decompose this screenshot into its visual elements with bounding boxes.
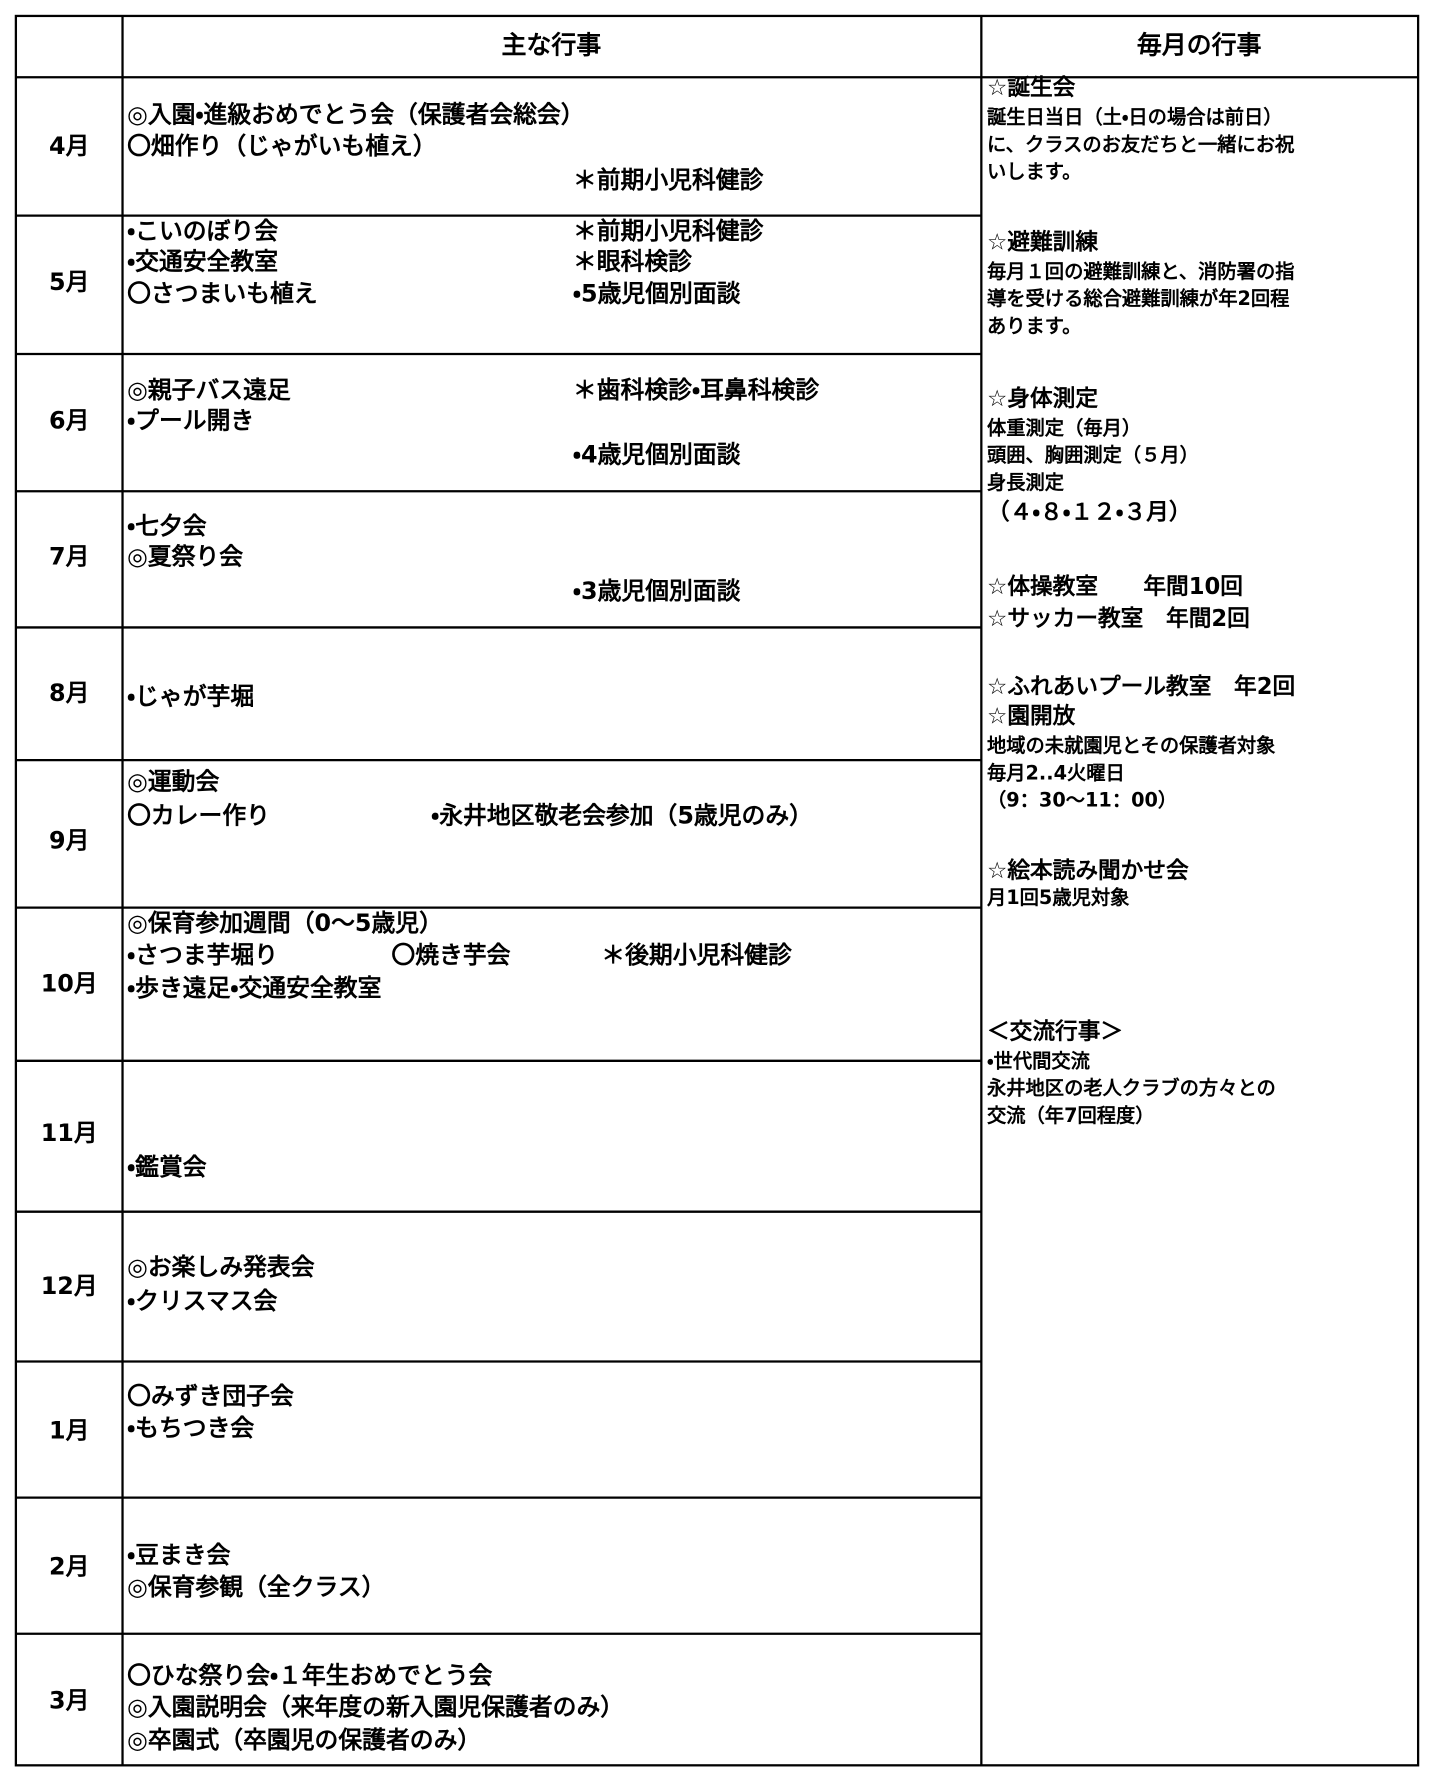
monthly-text: （9：30～11：00） — [987, 789, 1177, 812]
monthly-heading: ＜交流行事＞ — [987, 1018, 1123, 1045]
monthly-text: あります。 — [987, 314, 1081, 337]
event-item: ・永井地区敬老会参加（5歳児のみ） — [431, 801, 813, 829]
event-item: 〇みずき団子会 — [127, 1382, 294, 1410]
month-label: 3月 — [49, 1686, 89, 1714]
monthly-text: 導を受ける総合避難訓練が年2回程 — [987, 287, 1289, 310]
event-item: ・交通安全教室 — [127, 248, 278, 276]
event-item: ◎親子バス遠足 — [127, 376, 291, 404]
event-item: ・じゃが芋堀 — [127, 682, 254, 710]
month-label: 11月 — [41, 1119, 98, 1147]
event-item: ・さつま芋堀り — [127, 941, 278, 969]
month-label: 8月 — [49, 679, 89, 707]
event-item: ＊前期小児科健診 — [573, 217, 764, 245]
monthly-heading: （４・８・１２・３月） — [987, 498, 1192, 525]
header-cell: 主な行事 — [501, 31, 601, 60]
month-label: 5月 — [49, 268, 89, 296]
event-item: ◎お楽しみ発表会 — [127, 1253, 315, 1281]
event-item: ・もちつき会 — [127, 1414, 254, 1442]
monthly-heading: ☆誕生会 — [987, 75, 1076, 101]
event-item: ◎保育参観（全クラス） — [127, 1573, 385, 1601]
monthly-text: 地域の未就園児とその保護者対象 — [987, 734, 1276, 757]
month-label: 7月 — [49, 543, 89, 571]
event-item: 〇さつまいも植え — [127, 280, 318, 308]
monthly-text: ・世代間交流 — [987, 1049, 1090, 1072]
event-item: ◎夏祭り会 — [127, 543, 243, 571]
monthly-text: に、クラスのお友だちと一緒にお祝 — [987, 133, 1295, 156]
monthly-heading: ☆園開放 — [987, 703, 1076, 730]
event-item: ＊後期小児科健診 — [601, 941, 792, 969]
monthly-text: 交流（年7回程度） — [987, 1104, 1155, 1127]
event-item: ・5歳児個別面談 — [573, 280, 741, 308]
monthly-text: 身長測定 — [987, 471, 1065, 494]
month-label: 12月 — [41, 1272, 98, 1300]
event-item: ・歩き遠足・交通安全教室 — [127, 974, 381, 1002]
monthly-text: いします。 — [987, 160, 1081, 183]
month-label: 6月 — [49, 407, 89, 435]
monthly-text: 永井地区の老人クラブの方々との — [986, 1077, 1276, 1100]
monthly-heading: ☆身体測定 — [987, 385, 1098, 412]
event-item: 〇ひな祭り会・１年生おめでとう会 — [127, 1661, 492, 1689]
monthly-heading: ☆ふれあいプール教室 年2回 — [987, 673, 1295, 700]
event-item: ・4歳児個別面談 — [573, 441, 741, 469]
monthly-heading: ☆サッカー教室 年間2回 — [987, 605, 1250, 632]
event-item: ◎入園説明会（来年度の新入園児保護者のみ） — [127, 1693, 624, 1721]
event-item: ＊眼科検診 — [573, 248, 692, 276]
monthly-text: 月1回5歳児対象 — [986, 886, 1130, 909]
event-item: ＊歯科検診・耳鼻科検診 — [573, 376, 819, 404]
header-cell: 毎月の行事 — [1137, 31, 1262, 60]
table-border — [14, 14, 1420, 1767]
month-label: 9月 — [49, 826, 89, 854]
event-item: ・豆まき会 — [127, 1541, 231, 1569]
monthly-heading: ☆避難訓練 — [987, 228, 1098, 255]
event-item: 〇カレー作り — [127, 801, 270, 829]
event-item: ◎保育参加週間（0～5歳児） — [127, 909, 443, 937]
monthly-text: 誕生日当日（土・日の場合は前日） — [987, 106, 1283, 129]
event-item: ◎卒園式（卒園児の保護者のみ） — [127, 1726, 481, 1754]
event-item: ・こいのぼり会 — [127, 217, 278, 245]
event-item: ・クリスマス会 — [127, 1287, 277, 1315]
event-item: ・3歳児個別面談 — [573, 577, 741, 605]
monthly-text: 頭囲、胸囲測定（５月） — [987, 444, 1199, 467]
month-label: 1月 — [49, 1416, 89, 1444]
event-item: ・七夕会 — [127, 512, 207, 540]
month-label: 2月 — [49, 1552, 89, 1580]
monthly-text: 毎月2..4火曜日 — [987, 761, 1125, 784]
event-item: 〇焼き芋会 — [391, 941, 510, 969]
monthly-heading: ☆絵本読み聞かせ会 — [987, 857, 1189, 884]
event-item: ・鑑賞会 — [127, 1153, 207, 1181]
monthly-text: 体重測定（毎月） — [987, 416, 1141, 439]
month-label: 10月 — [41, 969, 98, 997]
monthly-text: 毎月１回の避難訓練と、消防署の指 — [987, 260, 1294, 283]
event-item: 〇畑作り（じゃがいも植え） — [127, 132, 437, 160]
event-item: ・プール開き — [127, 407, 254, 435]
month-label: 4月 — [49, 132, 89, 160]
event-item: ＊前期小児科健診 — [573, 166, 764, 194]
event-item: ◎入園・進級おめでとう会（保護者会総会） — [127, 100, 584, 128]
event-item: ◎運動会 — [127, 767, 219, 795]
monthly-heading: ☆体操教室 年間10回 — [987, 573, 1243, 600]
